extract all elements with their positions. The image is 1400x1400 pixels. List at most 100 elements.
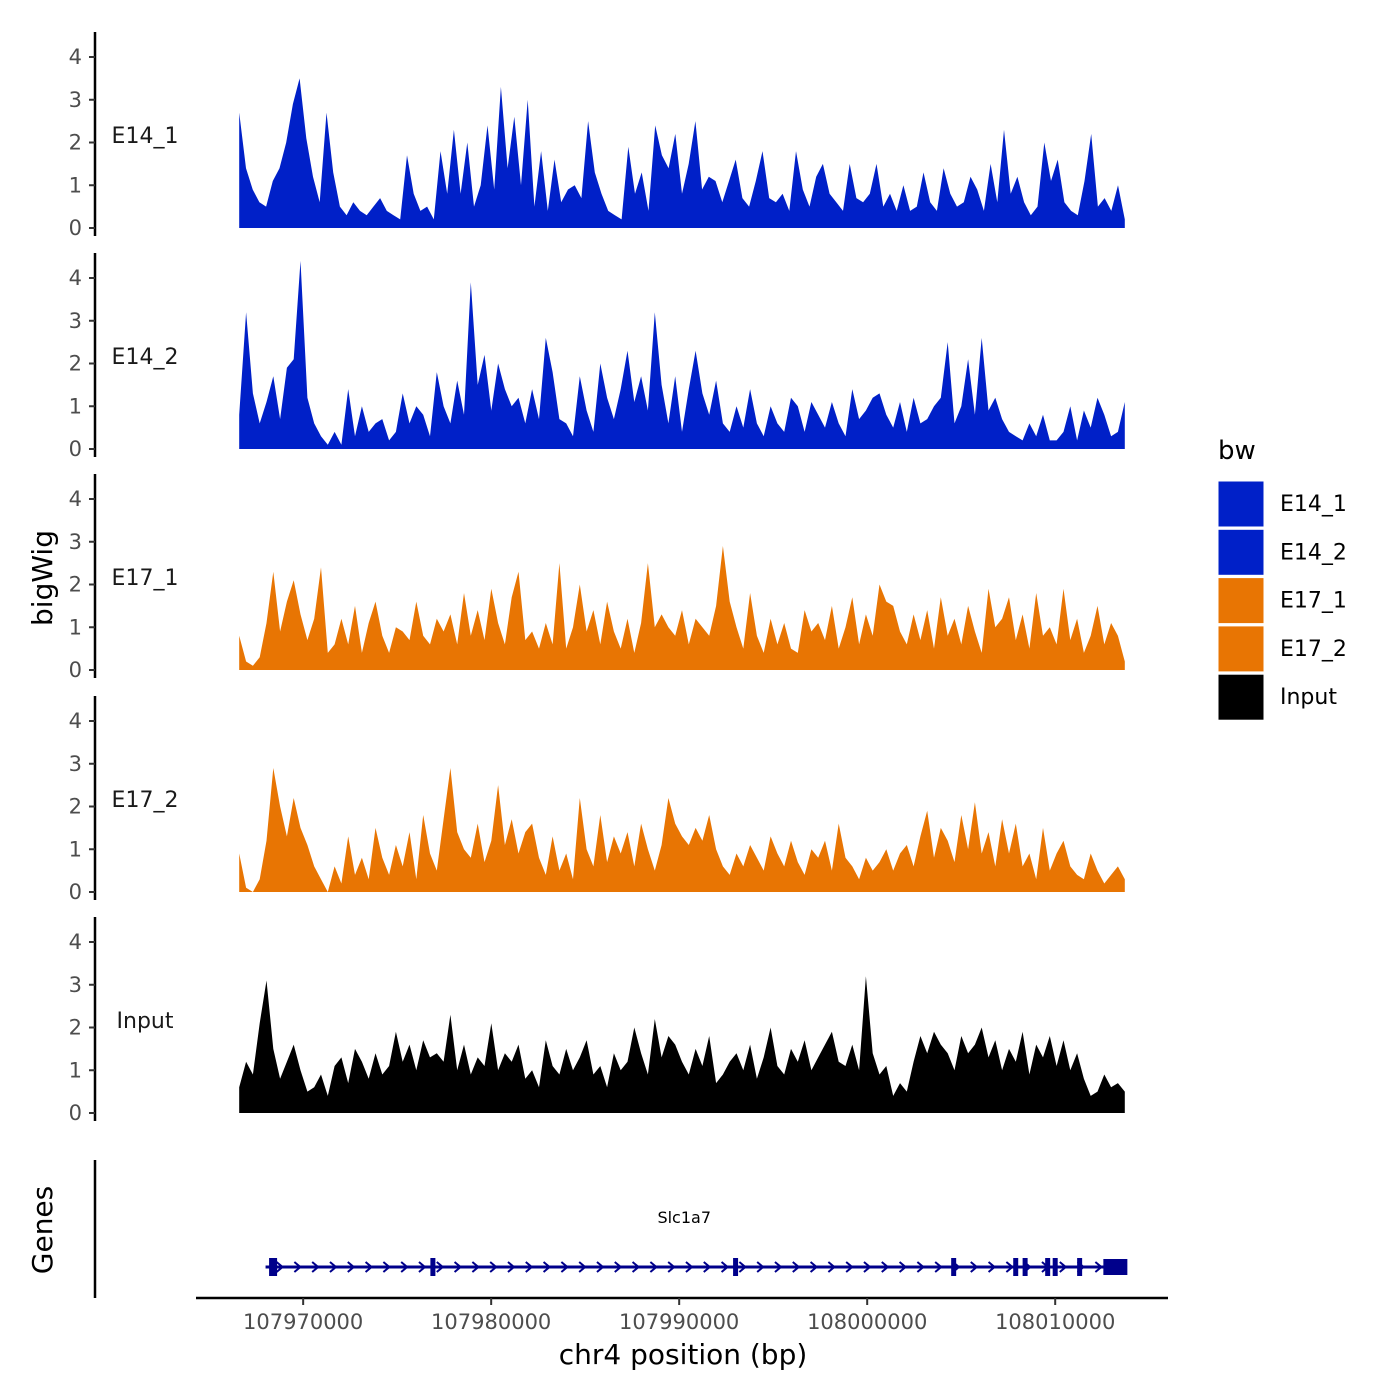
y-tick-label: 4 bbox=[69, 487, 82, 511]
strand-arrow bbox=[400, 1261, 409, 1273]
strand-arrow bbox=[614, 1261, 623, 1273]
signal-area-E14_2 bbox=[239, 260, 1125, 449]
signal-area-E14_1 bbox=[239, 78, 1125, 229]
gene-exon bbox=[1013, 1258, 1019, 1276]
signal-tracks: 0 1 2 3 4 E14_1 0 1 2 3 4 E14_2 0 1 2 3 4 E17_1 0 1 2 3 4 E17_2… bbox=[69, 32, 1125, 1125]
strand-arrow bbox=[631, 1261, 641, 1273]
legend-swatch-E14_2 bbox=[1217, 528, 1265, 576]
strand-arrow bbox=[578, 1261, 587, 1273]
gene-exon bbox=[1045, 1258, 1051, 1276]
strand-arrow bbox=[1005, 1261, 1014, 1273]
y-tick-label: 1 bbox=[69, 1058, 82, 1082]
legend-label-Input: Input bbox=[1280, 685, 1337, 710]
y-tick-label: 0 bbox=[69, 437, 82, 461]
strand-arrow bbox=[347, 1261, 356, 1273]
strand-arrow bbox=[703, 1261, 712, 1273]
strand-arrow bbox=[525, 1261, 534, 1273]
strand-arrow bbox=[489, 1261, 498, 1273]
y-tick-label: 3 bbox=[69, 530, 82, 554]
y-tick-label: 2 bbox=[69, 573, 82, 597]
strand-arrow bbox=[774, 1261, 783, 1273]
y-tick-label: 0 bbox=[69, 216, 82, 240]
strand-arrow bbox=[898, 1261, 908, 1273]
signal-area-E17_2 bbox=[239, 768, 1125, 892]
track-label: E17_1 bbox=[112, 566, 179, 591]
y-tick-label: 2 bbox=[69, 352, 82, 376]
x-axis-title: chr4 position (bp) bbox=[559, 1338, 808, 1371]
strand-arrow bbox=[649, 1261, 658, 1273]
strand-arrow bbox=[1094, 1261, 1103, 1273]
strand-arrow bbox=[418, 1261, 427, 1273]
legend-label-E14_2: E14_2 bbox=[1280, 540, 1347, 565]
gene-name-label: Slc1a7 bbox=[657, 1208, 711, 1227]
strand-arrow bbox=[471, 1261, 480, 1273]
x-tick-label: 108010000 bbox=[995, 1310, 1115, 1334]
y-tick-label: 3 bbox=[69, 309, 82, 333]
strand-arrow bbox=[382, 1261, 391, 1273]
y-tick-label: 0 bbox=[69, 1101, 82, 1125]
signal-area-Input bbox=[239, 976, 1125, 1113]
strand-arrow bbox=[667, 1261, 676, 1273]
strand-arrow bbox=[436, 1261, 445, 1273]
strand-arrow bbox=[364, 1261, 374, 1273]
strand-arrow bbox=[311, 1261, 320, 1273]
strand-arrow bbox=[934, 1261, 943, 1273]
y-tick-label: 0 bbox=[69, 658, 82, 682]
gene-exon bbox=[733, 1258, 739, 1276]
gene-exon bbox=[430, 1258, 436, 1276]
track-E14_2: 0 1 2 3 4 E14_2 bbox=[69, 253, 1125, 461]
legend: bw E14_1 E14_2 E17_1 E17_2 Input bbox=[1217, 436, 1347, 721]
strand-arrow bbox=[863, 1261, 872, 1273]
y-tick-label: 0 bbox=[69, 880, 82, 904]
gene-exon bbox=[1077, 1258, 1083, 1276]
strand-arrow bbox=[542, 1261, 552, 1273]
legend-label-E17_2: E17_2 bbox=[1280, 637, 1347, 662]
legend-swatch-E14_1 bbox=[1217, 480, 1265, 528]
strand-arrow bbox=[916, 1261, 925, 1273]
y-tick-label: 1 bbox=[69, 615, 82, 639]
strand-arrow bbox=[738, 1261, 747, 1273]
track-label: E14_2 bbox=[112, 345, 179, 370]
y-tick-label: 2 bbox=[69, 795, 82, 819]
strand-arrow bbox=[560, 1261, 569, 1273]
gene-panel-title: Genes bbox=[26, 1186, 59, 1274]
gene-panel: Slc1a7 bbox=[93, 1160, 1128, 1298]
strand-arrow bbox=[970, 1261, 979, 1273]
gene-exon bbox=[1022, 1258, 1028, 1276]
strand-arrow bbox=[293, 1261, 302, 1273]
strand-arrow bbox=[792, 1261, 801, 1273]
strand-arrow bbox=[1059, 1261, 1068, 1273]
signal-area-E17_1 bbox=[239, 546, 1125, 670]
track-E17_1: 0 1 2 3 4 E17_1 bbox=[69, 474, 1125, 682]
gene-exon bbox=[269, 1258, 278, 1276]
y-tick-label: 1 bbox=[69, 394, 82, 418]
strand-arrow bbox=[596, 1261, 605, 1273]
gene-exon bbox=[1052, 1258, 1058, 1276]
y-tick-label: 2 bbox=[69, 131, 82, 155]
x-axis: 107970000 107980000 107990000 108000000 1080… bbox=[196, 1296, 1168, 1334]
y-tick-label: 4 bbox=[69, 930, 82, 954]
legend-title: bw bbox=[1218, 436, 1256, 466]
strand-arrow bbox=[720, 1261, 730, 1273]
x-tick-label: 108000000 bbox=[807, 1310, 927, 1334]
track-label: E17_2 bbox=[112, 788, 179, 813]
track-E14_1: 0 1 2 3 4 E14_1 bbox=[69, 32, 1125, 240]
strand-arrow bbox=[845, 1261, 854, 1273]
strand-arrow bbox=[881, 1261, 890, 1273]
strand-arrow bbox=[453, 1261, 463, 1273]
strand-arrow bbox=[329, 1261, 338, 1273]
strand-arrow bbox=[987, 1261, 997, 1273]
gene-exon bbox=[1103, 1259, 1128, 1275]
y-tick-label: 1 bbox=[69, 837, 82, 861]
y-tick-label: 2 bbox=[69, 1016, 82, 1040]
legend-label-E14_1: E14_1 bbox=[1280, 492, 1347, 517]
y-tick-label: 3 bbox=[69, 88, 82, 112]
y-axis-title: bigWig bbox=[26, 530, 59, 626]
y-tick-label: 3 bbox=[69, 752, 82, 776]
strand-arrow bbox=[275, 1261, 285, 1273]
legend-swatch-E17_2 bbox=[1217, 625, 1265, 673]
strand-arrow bbox=[756, 1261, 765, 1273]
y-tick-label: 4 bbox=[69, 266, 82, 290]
track-Input: 0 1 2 3 4 Input bbox=[69, 917, 1125, 1125]
